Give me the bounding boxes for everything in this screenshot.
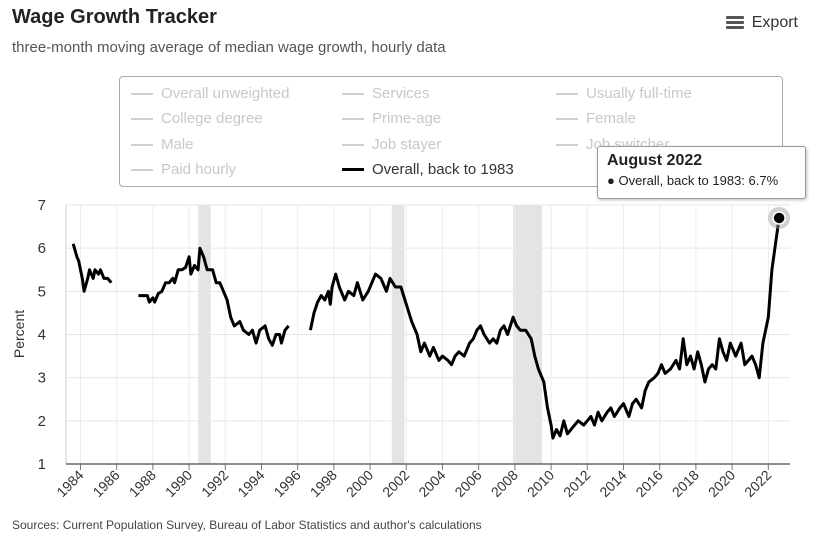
legend-swatch	[131, 92, 153, 95]
legend-item-label: Female	[586, 110, 637, 127]
x-tick-label: 1996	[270, 467, 303, 500]
legend-item-label: Overall unweighted	[161, 85, 290, 102]
x-tick-label: 1992	[198, 467, 231, 500]
legend-item-label: Paid hourly	[161, 161, 237, 178]
x-tick-label: 2014	[596, 467, 629, 500]
x-tick-label: 1990	[162, 467, 195, 500]
legend-item-job-stayer[interactable]: Job stayer	[342, 136, 441, 153]
x-tick-label: 2018	[669, 467, 702, 500]
legend-item-usually-full-time[interactable]: Usually full-time	[556, 85, 692, 102]
y-tick-label: 6	[38, 240, 46, 257]
y-tick-label: 3	[38, 370, 46, 387]
tooltip-value: ● Overall, back to 1983: 6.7%	[607, 173, 779, 188]
legend-swatch	[556, 92, 578, 95]
x-tick-label: 2002	[379, 467, 412, 500]
legend-swatch	[342, 92, 364, 95]
legend-item-prime-age[interactable]: Prime-age	[342, 110, 441, 127]
export-button[interactable]: Export	[725, 14, 798, 32]
page-subtitle: three-month moving average of median wag…	[12, 39, 446, 56]
x-tick-label: 2022	[741, 467, 774, 500]
y-tick-label: 7	[38, 197, 46, 214]
legend-swatch	[556, 143, 578, 146]
source-note: Sources: Current Population Survey, Bure…	[12, 518, 482, 532]
legend-item-label: College degree	[161, 110, 263, 127]
legend-item-overall-unweighted[interactable]: Overall unweighted	[131, 85, 289, 102]
series-line	[138, 246, 290, 347]
y-tick-label: 1	[38, 456, 46, 473]
series-line	[71, 243, 113, 293]
x-tick-label: 1994	[234, 467, 267, 500]
tooltip-title: August 2022	[607, 152, 703, 169]
y-tick-label: 5	[38, 283, 46, 300]
legend-item-paid-hourly[interactable]: Paid hourly	[131, 161, 236, 178]
legend-item-overall-back-to-1983[interactable]: Overall, back to 1983	[342, 161, 514, 178]
legend-swatch	[342, 117, 364, 120]
x-tick-label: 1986	[89, 467, 122, 500]
y-tick-label: 4	[38, 327, 46, 344]
legend-item-label: Male	[161, 136, 194, 153]
x-tick-label: 2008	[488, 467, 521, 500]
legend-item-label: Usually full-time	[586, 85, 692, 102]
menu-icon	[725, 16, 744, 30]
legend-item-label: Job stayer	[372, 136, 442, 153]
legend-swatch	[342, 143, 364, 146]
export-label: Export	[751, 14, 798, 31]
legend-swatch	[131, 143, 153, 146]
legend-swatch	[556, 117, 578, 120]
x-tick-label: 2010	[524, 467, 557, 500]
series-line	[308, 217, 781, 440]
x-tick-label: 2006	[451, 467, 484, 500]
legend-item-label: Services	[372, 85, 430, 102]
x-tick-label: 2016	[632, 467, 665, 500]
legend-item-label: Prime-age	[372, 110, 442, 127]
x-tick-label: 2012	[560, 467, 593, 500]
legend-item-label: Overall, back to 1983	[372, 161, 514, 178]
x-tick-label: 2004	[415, 467, 448, 500]
legend-swatch	[131, 117, 153, 120]
y-tick-label: 2	[38, 413, 46, 430]
x-tick-label: 1998	[307, 467, 340, 500]
y-axis-label: Percent	[11, 310, 27, 358]
x-tick-label: 2000	[343, 467, 376, 500]
legend-item-male[interactable]: Male	[131, 136, 194, 153]
legend-swatch	[342, 168, 364, 171]
legend-swatch	[131, 168, 153, 171]
tooltip: August 2022 ● Overall, back to 1983: 6.7…	[597, 146, 806, 199]
legend-item-college-degree[interactable]: College degree	[131, 110, 263, 127]
x-tick-label: 1984	[53, 467, 86, 500]
legend-item-female[interactable]: Female	[556, 110, 636, 127]
highlight-point	[772, 211, 786, 225]
x-tick-label: 1988	[126, 467, 159, 500]
page-title: Wage Growth Tracker	[12, 6, 217, 28]
x-tick-label: 2020	[705, 467, 738, 500]
legend-item-services[interactable]: Services	[342, 85, 430, 102]
